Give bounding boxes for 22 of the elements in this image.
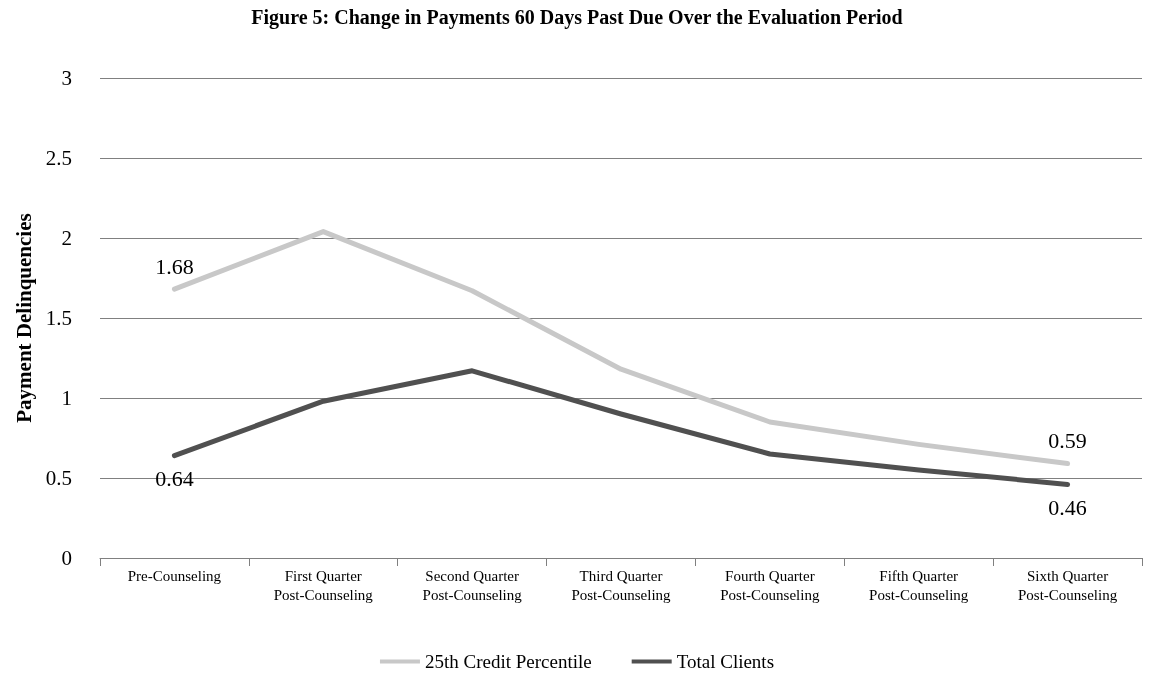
data-label: 0.64	[155, 466, 194, 492]
data-label: 1.68	[155, 253, 194, 279]
legend-label: 25th Credit Percentile	[424, 651, 592, 672]
y-tick-label: 2.5	[45, 146, 72, 170]
y-tick-label: 0	[61, 546, 72, 570]
chart-title: Figure 5: Change in Payments 60 Days Past Due Over the Evaluation Period	[251, 6, 903, 29]
x-tick-label: Fifth Quarter Post-Counseling	[869, 567, 969, 603]
x-tick-label: Third Quarter Post-Counseling	[571, 567, 672, 603]
x-tick-label: Fourth Quarter Post-Counseling	[720, 567, 820, 603]
legend-label: Total Clients	[676, 651, 775, 672]
x-tick-label: Pre-Counseling	[127, 567, 222, 584]
y-tick-label: 0.5	[45, 466, 72, 490]
data-label: 0.59	[1048, 428, 1087, 454]
y-axis-title: Payment Delinquencies	[12, 213, 37, 423]
x-tick-label: Second Quarter Post-Counseling	[422, 567, 523, 603]
y-tick-label: 2	[61, 226, 72, 250]
y-tick-label: 1.5	[45, 306, 72, 330]
data-label: 0.46	[1048, 494, 1087, 520]
x-tick-label: Sixth Quarter Post-Counseling	[1017, 567, 1118, 603]
y-tick-label: 1	[61, 386, 72, 410]
x-tick-label: First Quarter Post-Counseling	[273, 567, 374, 603]
y-tick-label: 3	[61, 66, 72, 90]
